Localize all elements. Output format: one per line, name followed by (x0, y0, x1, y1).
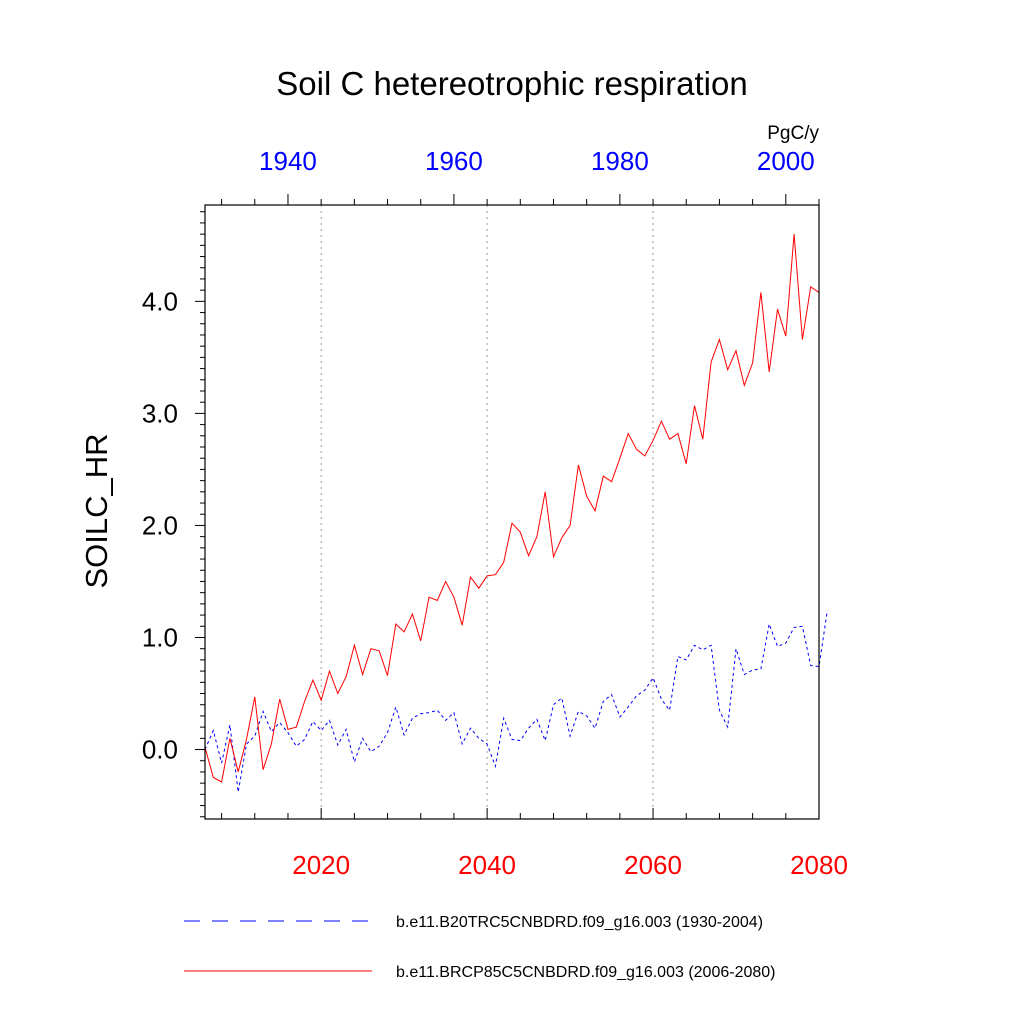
y-tick-labels: 0.0 1.0 2.0 3.0 4.0 (142, 286, 178, 764)
series-line-historical (204, 610, 828, 793)
y-tick-label: 3.0 (142, 398, 178, 428)
grid-lines (320, 205, 654, 819)
legend: b.e11.B20TRC5CNBDRD.f09_g16.003 (1930-20… (184, 914, 775, 981)
axis-ticks (195, 194, 820, 819)
top-tick-label: 1960 (425, 146, 483, 176)
y-tick-label: 2.0 (142, 510, 178, 540)
bottom-tick-labels: 2020 2040 2060 2080 (292, 850, 848, 880)
top-tick-label: 1980 (591, 146, 649, 176)
legend-label-rcp85: b.e11.BRCP85C5CNBDRD.f09_g16.003 (2006-2… (396, 964, 775, 981)
top-tick-label: 2000 (757, 146, 815, 176)
series-lines (204, 234, 828, 793)
bottom-tick-label: 2060 (624, 850, 682, 880)
y-tick-label: 0.0 (142, 735, 178, 765)
top-tick-labels: 1940 1960 1980 2000 (259, 146, 815, 176)
y-tick-label: 1.0 (142, 622, 178, 652)
y-axis-label: SOILC_HR (79, 433, 114, 588)
bottom-tick-label: 2020 (292, 850, 350, 880)
y-tick-label: 4.0 (142, 286, 178, 316)
bottom-tick-label: 2080 (790, 850, 848, 880)
top-tick-label: 1940 (259, 146, 317, 176)
legend-label-historical: b.e11.B20TRC5CNBDRD.f09_g16.003 (1930-20… (396, 914, 763, 931)
units-label: PgC/y (767, 123, 819, 144)
plot-frame (204, 204, 820, 820)
bottom-tick-label: 2040 (458, 850, 516, 880)
chart-title: Soil C hetereotrophic respiration (276, 65, 747, 102)
series-line-rcp85 (204, 234, 820, 783)
